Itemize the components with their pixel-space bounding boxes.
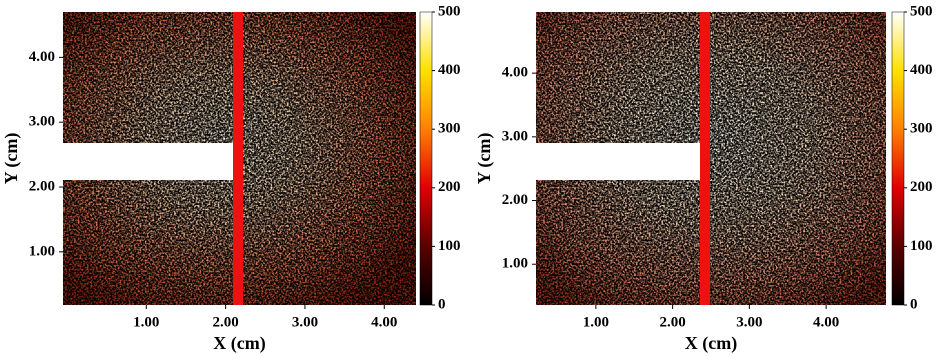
x-tick-label: 2.00 bbox=[212, 314, 238, 330]
x-tick-label: 2.00 bbox=[659, 314, 685, 330]
colorbar-tick-label: 400 bbox=[910, 62, 933, 78]
x-tick-label: 1.00 bbox=[583, 314, 609, 330]
barrier bbox=[233, 12, 243, 305]
y-axis-title: Y (cm) bbox=[1, 133, 22, 185]
colorbar-tick-label: 100 bbox=[910, 238, 933, 254]
plot-area bbox=[63, 12, 416, 305]
y-tick-label: 2.00 bbox=[29, 178, 55, 194]
y-tick-label: 4.00 bbox=[502, 65, 528, 81]
blocked-region bbox=[536, 143, 700, 180]
x-tick-label: 4.00 bbox=[371, 314, 397, 330]
colorbar-tick-label: 300 bbox=[910, 121, 933, 137]
colorbar-tick-label: 200 bbox=[910, 179, 933, 195]
colorbar-tick-label: 0 bbox=[910, 296, 918, 312]
colorbar-tick-label: 0 bbox=[438, 296, 446, 312]
y-tick-label: 2.00 bbox=[502, 192, 528, 208]
y-axis-title: Y (cm) bbox=[474, 133, 495, 185]
barrier bbox=[700, 12, 710, 305]
x-tick-label: 3.00 bbox=[292, 314, 318, 330]
x-tick-label: 1.00 bbox=[133, 314, 159, 330]
x-tick-label: 4.00 bbox=[813, 314, 839, 330]
y-tick-label: 3.00 bbox=[29, 114, 55, 130]
colorbar-tick-label: 400 bbox=[438, 62, 461, 78]
y-tick-label: 3.00 bbox=[502, 128, 528, 144]
y-tick-label: 4.00 bbox=[29, 49, 55, 65]
colorbar-tick-label: 500 bbox=[438, 3, 461, 19]
colorbar-tick-label: 500 bbox=[910, 3, 933, 19]
colorbar-tick-label: 200 bbox=[438, 179, 461, 195]
plot-area bbox=[536, 12, 886, 305]
x-tick-label: 3.00 bbox=[736, 314, 762, 330]
colorbar-tick-label: 300 bbox=[438, 121, 461, 137]
blocked-region bbox=[63, 143, 233, 180]
x-axis-title: X (cm) bbox=[685, 333, 737, 354]
y-tick-label: 1.00 bbox=[29, 243, 55, 259]
colorbar bbox=[891, 11, 905, 306]
y-tick-label: 1.00 bbox=[502, 256, 528, 272]
x-axis-title: X (cm) bbox=[213, 333, 265, 354]
colorbar-tick-label: 100 bbox=[438, 238, 461, 254]
colorbar bbox=[419, 11, 433, 306]
